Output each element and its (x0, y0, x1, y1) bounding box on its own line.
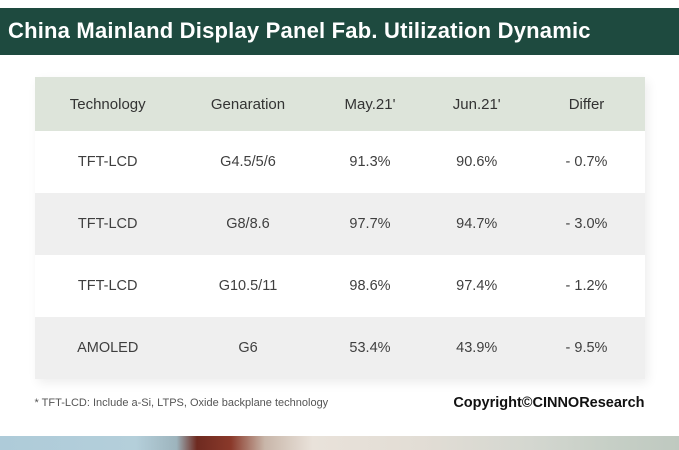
cell-generation: G4.5/5/6 (220, 154, 276, 170)
table-row: AMOLED G6 53.4% 43.9% - 9.5% (34, 317, 645, 379)
cell-generation: G6 (238, 340, 258, 356)
copyright: Copyright©CINNOResearch (453, 395, 645, 411)
cell-technology: TFT-LCD (77, 278, 138, 294)
infographic-page: { "colors": { "title_bar_bg": "#1e4a3f",… (0, 8, 679, 450)
page-title: China Mainland Display Panel Fab. Utiliz… (0, 8, 679, 55)
cell-differ: - 0.7% (565, 154, 608, 170)
cell-technology: AMOLED (77, 340, 139, 356)
cell-technology: TFT-LCD (77, 216, 138, 232)
utilization-table: Technology Genaration May.21' Jun.21' Di… (34, 77, 645, 379)
cell-jun21: 90.6% (456, 154, 498, 170)
footer: * TFT-LCD: Include a-Si, LTPS, Oxide bac… (35, 395, 645, 411)
column-header-may21: May.21' (344, 95, 396, 113)
cell-jun21: 43.9% (456, 340, 498, 356)
cell-may21: 53.4% (349, 340, 391, 356)
cell-differ: - 3.0% (565, 216, 608, 232)
cell-technology: TFT-LCD (77, 154, 138, 170)
column-header-generation: Genaration (210, 95, 286, 113)
column-header-technology: Technology (69, 95, 146, 113)
cell-may21: 91.3% (349, 154, 391, 170)
column-header-differ: Differ (568, 95, 605, 113)
cell-generation: G8/8.6 (226, 216, 270, 232)
photo-strip (0, 436, 679, 450)
cell-may21: 97.7% (349, 216, 391, 232)
cell-jun21: 97.4% (456, 278, 498, 294)
cell-generation: G10.5/11 (218, 278, 278, 294)
footnote: * TFT-LCD: Include a-Si, LTPS, Oxide bac… (34, 397, 329, 409)
cell-may21: 98.6% (349, 278, 391, 294)
cell-differ: - 1.2% (565, 278, 608, 294)
column-header-jun21: Jun.21' (452, 95, 501, 113)
table-header-row: Technology Genaration May.21' Jun.21' Di… (34, 77, 645, 131)
cell-differ: - 9.5% (565, 340, 608, 356)
table-row: TFT-LCD G4.5/5/6 91.3% 90.6% - 0.7% (35, 131, 645, 193)
cell-jun21: 94.7% (456, 216, 498, 232)
table-row: TFT-LCD G8/8.6 97.7% 94.7% - 3.0% (34, 193, 645, 255)
table-row: TFT-LCD G10.5/11 98.6% 97.4% - 1.2% (35, 255, 645, 317)
